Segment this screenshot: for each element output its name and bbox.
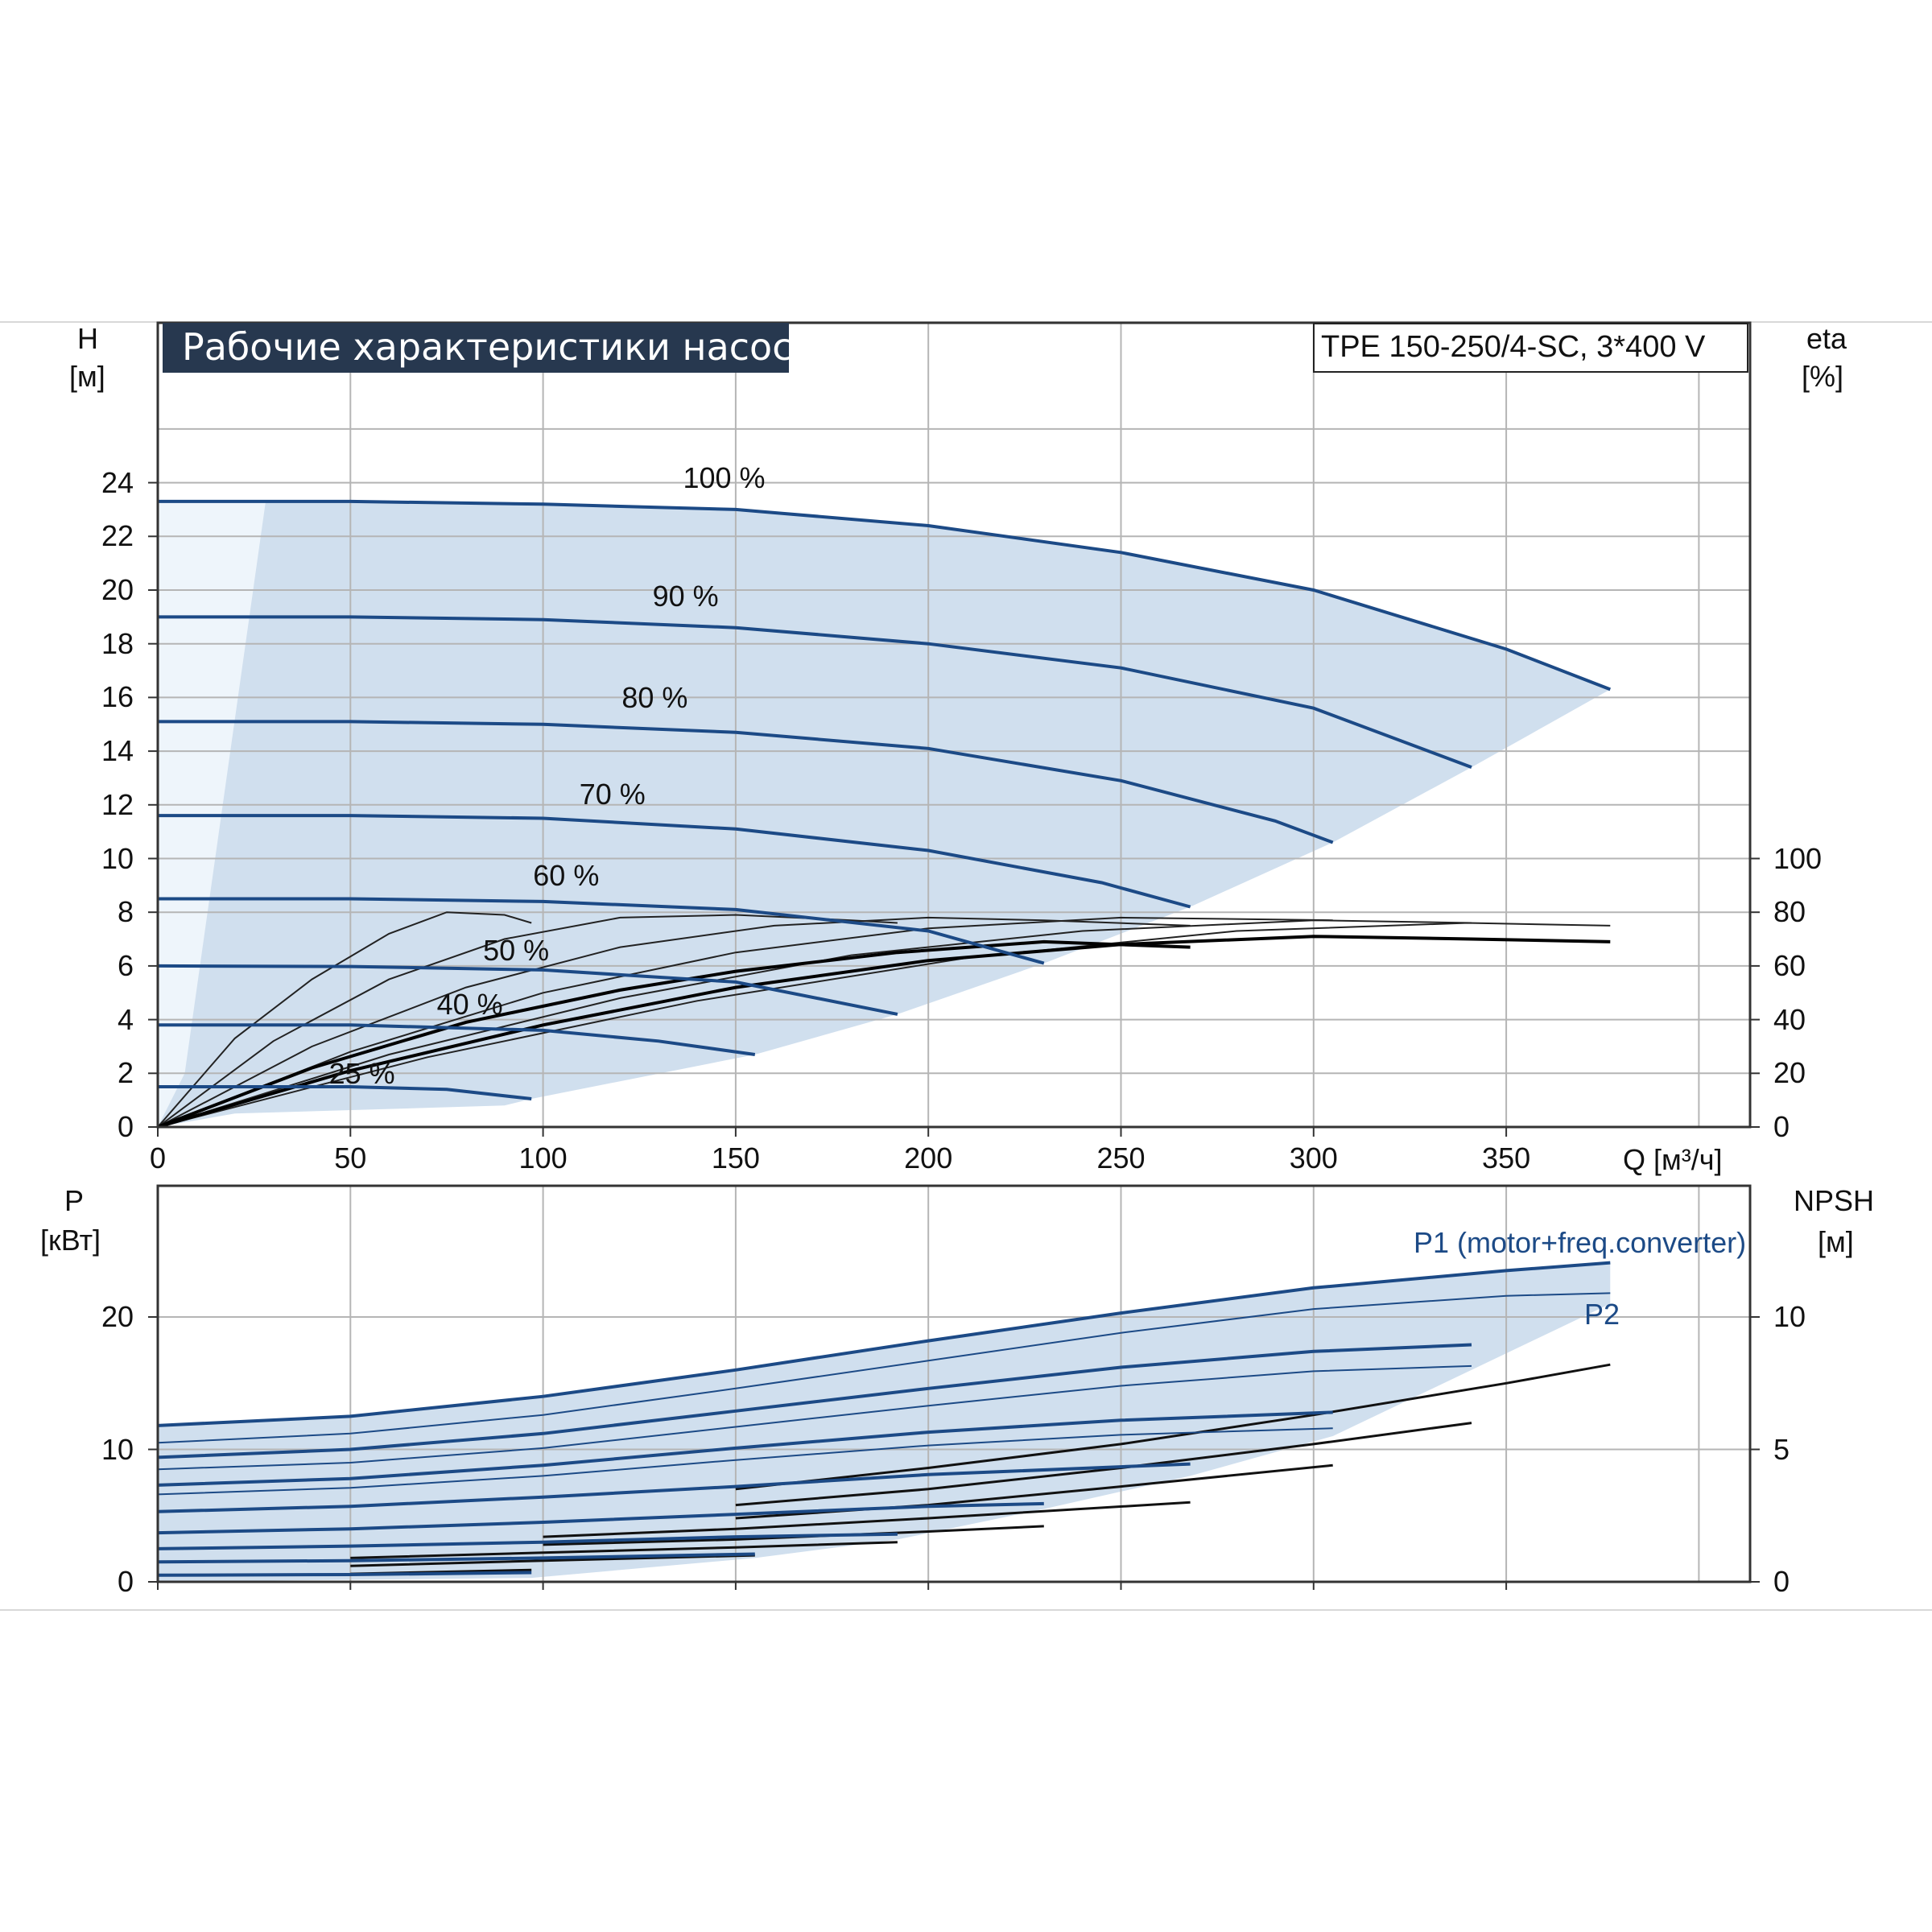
h-tick-label: 4 (117, 1002, 134, 1036)
speed-label: 60 % (533, 858, 600, 892)
h-tick-label: 24 (101, 465, 134, 499)
p-tick-label: 20 (101, 1300, 134, 1333)
head-curve-90 (158, 615, 1472, 769)
npsh-axis-unit: [м] (1818, 1225, 1854, 1258)
power-curve (157, 1571, 532, 1577)
speed-label: 50 % (483, 933, 550, 967)
model-box (1313, 323, 1748, 373)
h-axis-unit: [м] (69, 360, 105, 393)
model-label: TPE 150-250/4-SC, 3*400 V (1321, 330, 1706, 364)
p-tick-label: 0 (117, 1565, 134, 1598)
h-tick-label: 0 (117, 1110, 134, 1143)
head-area-polygon (158, 501, 1611, 1127)
power-curve (157, 1462, 1191, 1513)
power-grid (158, 1186, 1750, 1582)
head-curve-60 (158, 897, 1045, 965)
head-curve-80 (158, 720, 1334, 844)
speed-label: 90 % (652, 579, 719, 613)
h-tick-label: 14 (101, 734, 134, 768)
npsh-tick-label: 5 (1773, 1432, 1790, 1466)
eta-tick-label: 60 (1773, 948, 1806, 982)
x-tick-label: 150 (711, 1141, 760, 1174)
head-curve-40 (158, 1023, 756, 1056)
eta-axis-name: eta (1806, 322, 1847, 355)
p2-label: P2 (1584, 1298, 1620, 1331)
tick-marks (148, 481, 1760, 1590)
x-tick-label: 0 (149, 1141, 167, 1174)
power-curve (157, 1343, 1472, 1459)
head-curves (157, 499, 1612, 1100)
efficiency-curve (157, 916, 1333, 1128)
power-curve (157, 1427, 1333, 1496)
x-tick-label: 250 (1096, 1141, 1146, 1174)
efficiency-curve (157, 916, 1191, 1128)
p1-label: P1 (motor+freq.converter) (1414, 1226, 1747, 1259)
npsh-curve-100 (735, 1363, 1611, 1491)
npsh-curve-40 (350, 1554, 755, 1567)
head-curve-70 (158, 814, 1191, 909)
head-curve-25 (158, 1085, 532, 1100)
eta-tick-label: 20 (1773, 1056, 1806, 1090)
title-banner (163, 323, 789, 373)
chart-title: Рабочие характеристики насоса (182, 325, 815, 369)
x-tick-label: 200 (904, 1141, 953, 1174)
h-tick-label: 8 (117, 895, 134, 929)
power-operating-area (158, 1262, 1611, 1582)
head-curve-50 (157, 964, 898, 1016)
speed-label: 25 % (328, 1057, 395, 1091)
power-curve (157, 1552, 755, 1564)
h-tick-label: 10 (101, 841, 134, 875)
h-axis-name: H (77, 322, 98, 355)
q-axis-label: Q [м³/ч] (1623, 1143, 1723, 1176)
h-tick-label: 22 (101, 519, 134, 553)
h-tick-label: 18 (101, 626, 134, 660)
efficiency-curve (157, 919, 1472, 1128)
efficiency-curve (157, 911, 532, 1128)
power-plot-frame (156, 1184, 1752, 1583)
x-tick-label: 300 (1289, 1141, 1338, 1174)
power-curve (157, 1532, 898, 1550)
eta-axis-unit: [%] (1802, 360, 1844, 393)
eta-tick-label: 0 (1773, 1110, 1790, 1143)
x-tick-label: 100 (518, 1141, 568, 1174)
efficiency-curve (157, 935, 1611, 1129)
npsh-curves (350, 1363, 1611, 1575)
power-curve (157, 1364, 1472, 1471)
speed-label: 70 % (579, 778, 646, 811)
eta-tick-label: 80 (1773, 895, 1806, 929)
p-axis-unit: [кВт] (40, 1224, 101, 1257)
npsh-curve-70 (543, 1501, 1191, 1538)
power-area-polygon (158, 1262, 1611, 1582)
eta-tick-label: 100 (1773, 841, 1823, 875)
eta-tick-label: 40 (1773, 1002, 1806, 1036)
head-plot-frame (156, 321, 1752, 1129)
head-operating-area (158, 501, 1611, 1127)
npsh-tick-label: 0 (1773, 1565, 1790, 1598)
npsh-tick-label: 10 (1773, 1300, 1806, 1333)
h-tick-label: 6 (117, 948, 134, 982)
power-curve (157, 1292, 1611, 1444)
p-tick-label: 10 (101, 1432, 134, 1466)
npsh-axis-name: NPSH (1794, 1184, 1875, 1217)
x-tick-label: 350 (1482, 1141, 1531, 1174)
h-tick-label: 16 (101, 680, 134, 714)
power-curve (157, 1410, 1333, 1487)
h-tick-label: 20 (101, 573, 134, 606)
efficiency-curve (157, 939, 1191, 1129)
power-curves (157, 1261, 1611, 1577)
power-curve (157, 1501, 1044, 1535)
head-curve-100 (158, 499, 1612, 691)
p-axis-name: P (64, 1184, 85, 1217)
h-tick-label: 2 (117, 1056, 134, 1090)
speed-label: 40 % (436, 987, 503, 1021)
speed-label: 100 % (683, 460, 766, 494)
x-tick-label: 50 (334, 1141, 367, 1174)
speed-label: 80 % (621, 681, 688, 715)
npsh-curve-50 (350, 1541, 898, 1559)
h-tick-label: 12 (101, 787, 134, 821)
power-curve (157, 1261, 1611, 1427)
